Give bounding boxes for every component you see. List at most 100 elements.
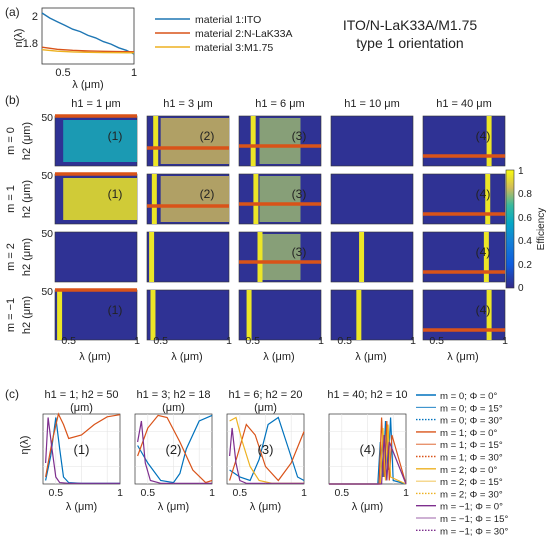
legend-label: m = 1; Φ = 15° xyxy=(440,440,503,451)
heatmap-background xyxy=(422,173,506,225)
legend-entry-m-1-0: m = −1; Φ = 0° xyxy=(416,502,503,513)
heatmap-cell-r3-c5: (4) xyxy=(422,231,506,283)
panel-b-xlabel-col3: λ (μm) xyxy=(263,351,294,363)
series-line-m-0 xyxy=(137,414,213,484)
panel-c-subplot-3: h1 = 6; h2 = 20(μm) (3) 0.5 1 λ (μm) xyxy=(226,389,307,513)
row-title-m-0: m = 0 xyxy=(5,127,17,155)
heatmap-background xyxy=(146,289,230,341)
heatmap-resonance-band xyxy=(250,116,256,166)
xtick-0-5-col4: 0.5 xyxy=(337,335,352,347)
subplot-title-unit: (μm) xyxy=(70,402,93,414)
heatmap-cell-r2-c1: (1) xyxy=(54,172,138,225)
colorbar-tick-0-2: 0.2 xyxy=(518,260,532,271)
heatmap-background xyxy=(330,231,414,283)
panel-c-legend: m = 0; Φ = 0°m = 0; Φ = 15° m = 0; Φ = 30… xyxy=(416,391,508,537)
heatmap-cell-r4-c5: (4) xyxy=(422,289,506,341)
heatmap-resonance-band xyxy=(257,232,263,282)
heatmap-cell-r1-c4 xyxy=(330,115,414,167)
heatmap-cell-r3-c3: (3) xyxy=(238,231,322,283)
series-line-m-1 xyxy=(45,412,121,478)
panel-c-subplot-4: h1 = 40; h2 = 10 (4) 0.5 1 λ (μm) xyxy=(327,389,409,513)
heatmap-background xyxy=(422,115,506,167)
heatmap-high-region xyxy=(259,176,301,222)
legend-entry-m-1-30: m = −1; Φ = 30° xyxy=(416,526,508,537)
colorbar-label: Efficiency xyxy=(536,208,547,251)
column-title-3: h1 = 6 μm xyxy=(255,98,304,110)
heatmap-cell-r3-c4 xyxy=(330,231,414,283)
legend-label: m = 0; Φ = 0° xyxy=(440,391,498,402)
column-title-1: h1 = 1 μm xyxy=(71,98,120,110)
heatmap-high-region xyxy=(160,176,229,222)
panel-a-ytick-2: 2 xyxy=(32,11,38,23)
heatmap-resonance-band xyxy=(359,232,365,282)
series-line-m-1 xyxy=(45,417,120,484)
selection-tag: (4) xyxy=(476,245,491,259)
legend-label: m = 1; Φ = 30° xyxy=(440,453,503,464)
row-ylabel-2: h2 (μm) xyxy=(21,180,33,218)
legend-entry-m-0-30: m = 0; Φ = 30° xyxy=(416,416,503,427)
heatmap-resonance-band xyxy=(253,174,259,224)
subplot-tag: (2) xyxy=(166,442,182,457)
subplot-xlabel: λ (μm) xyxy=(158,501,189,513)
heatmap-resonance-band xyxy=(57,290,63,340)
panel-a-legend: material 1:ITO material 2:N-LaK33A mater… xyxy=(155,14,292,54)
selection-tag: (1) xyxy=(108,129,123,143)
series-line-material-3-m1-75 xyxy=(41,49,135,54)
legend-label: m = 0; Φ = 30° xyxy=(440,416,503,427)
legend-label: m = −1; Φ = 15° xyxy=(440,514,508,525)
panel-b-xlabel-col2: λ (μm) xyxy=(171,351,202,363)
row-ylabel-1: h2 (μm) xyxy=(21,122,33,160)
heatmap-background xyxy=(422,289,506,341)
legend-entry-m-1-15: m = −1; Φ = 15° xyxy=(416,514,508,525)
panel-a-series-lines xyxy=(41,12,135,55)
xtick-0-5-col5: 0.5 xyxy=(429,335,444,347)
xtick-1-col3: 1 xyxy=(318,335,324,347)
heatmap-resonance-band xyxy=(153,116,159,166)
heatmap-background xyxy=(146,231,230,283)
heatmap-resonance-band xyxy=(246,290,252,340)
subplot-xlabel: λ (μm) xyxy=(250,501,281,513)
row-ylabel-4: h2 (μm) xyxy=(21,296,33,334)
panel-b-x-ticks: 0.5 1 0.5 1 0.5 1 0.5 1 0.5 1 xyxy=(61,335,508,347)
subplot-title: h1 = 3; h2 = 18 xyxy=(136,389,210,401)
panel-a-xtick-0-5: 0.5 xyxy=(55,67,70,79)
subplot-tag: (1) xyxy=(74,442,90,457)
heatmap-background xyxy=(422,231,506,283)
panel-b-efficiency-heatmaps: h1 = 1 μm h1 = 3 μm h1 = 6 μm h1 = 10 μm h1 … xyxy=(5,98,547,363)
subplot-tag: (4) xyxy=(360,442,376,457)
row-title-m-1: m = −1 xyxy=(5,298,17,332)
heatmap-resonance-band xyxy=(486,290,492,340)
row-ytick-50-1: 50 xyxy=(41,112,53,124)
panel-b-xlabel-col5: λ (μm) xyxy=(447,351,478,363)
panel-b-column-titles: h1 = 1 μm h1 = 3 μm h1 = 6 μm h1 = 10 μm h1 … xyxy=(71,98,492,110)
heatmap-cell-r2-c5: (4) xyxy=(422,173,506,225)
row-title-m-1: m = 1 xyxy=(5,185,17,213)
xtick-1-col2: 1 xyxy=(226,335,232,347)
subplot-title: h1 = 6; h2 = 20 xyxy=(228,389,302,401)
heatmap-cell-r4-c2 xyxy=(146,289,230,341)
selection-tag: (4) xyxy=(476,303,491,317)
series-line-m-1 xyxy=(137,414,213,484)
legend-label: m = 2; Φ = 15° xyxy=(440,477,503,488)
heatmap-cell-r3-c1 xyxy=(54,231,138,283)
heatmap-resonance-band xyxy=(356,290,362,340)
column-title-2: h1 = 3 μm xyxy=(163,98,212,110)
legend-entry-m-2-30: m = 2; Φ = 30° xyxy=(416,489,503,500)
heatmap-resonance-band xyxy=(149,232,155,282)
xtick-1: 1 xyxy=(117,487,123,499)
legend-label: m = −1; Φ = 0° xyxy=(440,502,503,513)
xtick-0-5-col2: 0.5 xyxy=(153,335,168,347)
heatmap-cell-r1-c1: (1) xyxy=(54,114,138,167)
panel-b-xlabel-col1: λ (μm) xyxy=(79,351,110,363)
series-line-m-1 xyxy=(229,427,304,484)
heatmap-cell-r1-c5: (4) xyxy=(422,115,506,167)
row-ytick-50-3: 50 xyxy=(41,228,53,240)
legend-label: m = −1; Φ = 30° xyxy=(440,526,508,537)
colorbar-tick-0-8: 0.8 xyxy=(518,189,532,200)
panel-c-subplot-1: h1 = 1; h2 = 50(μm) (1) 0.5 1 λ (μm) xyxy=(42,389,123,513)
subplot-xlabel: λ (μm) xyxy=(66,501,97,513)
subplot-title: h1 = 40; h2 = 10 xyxy=(327,389,407,401)
xtick-1-col5: 1 xyxy=(502,335,508,347)
heatmap-resonance-band xyxy=(151,174,157,224)
